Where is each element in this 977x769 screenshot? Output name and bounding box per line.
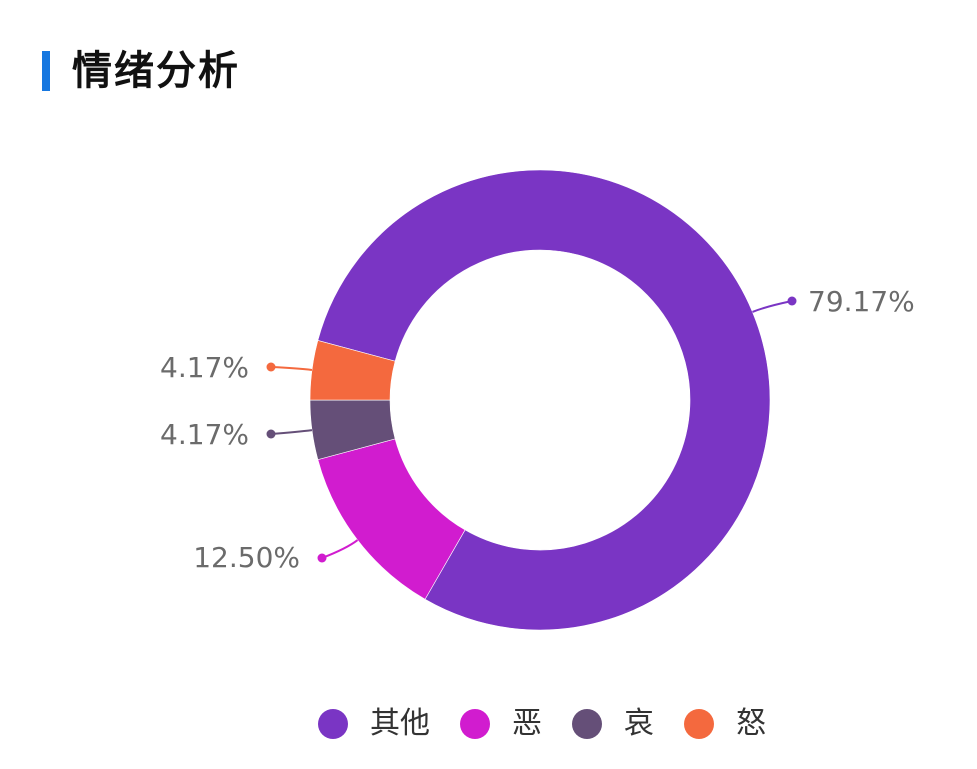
label-leader-line: [321, 539, 359, 559]
label-anchor-dot-icon: [317, 553, 327, 563]
legend-item-sadness[interactable]: 哀: [572, 704, 654, 744]
legend-item-other[interactable]: 其他: [318, 704, 430, 744]
label-leader-line: [270, 366, 313, 371]
chart-legend: 其他 恶 哀 怒: [318, 704, 796, 744]
legend-dot-icon: [684, 709, 714, 739]
legend-item-anger[interactable]: 怒: [684, 704, 766, 744]
legend-dot-icon: [460, 709, 490, 739]
donut-slices: [309, 169, 771, 631]
section-header: 情绪分析: [42, 46, 240, 96]
label-anchor-dot-icon: [266, 429, 276, 439]
label-anchor-dot-icon: [787, 296, 797, 306]
label-anchor-dot-icon: [266, 362, 276, 372]
slice-percent-label: 4.17%: [160, 351, 249, 384]
label-leader-line: [270, 429, 313, 435]
legend-label: 哀: [624, 706, 654, 741]
title-accent-bar: [42, 51, 50, 91]
slice-percent-label: 4.17%: [160, 418, 249, 451]
legend-label: 恶: [512, 706, 542, 741]
label-leader-line: [752, 300, 793, 313]
legend-label: 其他: [370, 706, 430, 741]
slice-other[interactable]: [317, 169, 771, 631]
legend-dot-icon: [572, 709, 602, 739]
legend-item-disgust[interactable]: 恶: [460, 704, 542, 744]
page-title: 情绪分析: [72, 48, 240, 94]
legend-label: 怒: [736, 706, 766, 741]
slice-anger[interactable]: [309, 340, 396, 401]
slice-percent-label: 79.17%: [808, 285, 915, 318]
slice-labels: 79.17% 12.50% 4.17% 4.17%: [160, 285, 915, 574]
legend-dot-icon: [318, 709, 348, 739]
slice-percent-label: 12.50%: [193, 541, 300, 574]
